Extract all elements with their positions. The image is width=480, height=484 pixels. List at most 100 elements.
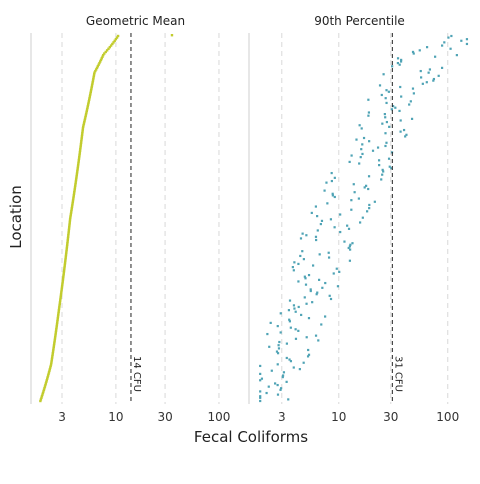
data-point <box>45 379 48 382</box>
data-point <box>80 133 84 137</box>
data-point <box>75 173 79 176</box>
data-point <box>63 265 66 269</box>
data-point <box>68 226 71 229</box>
data-point <box>305 336 308 339</box>
data-point <box>54 332 57 336</box>
data-point <box>58 304 61 307</box>
data-point <box>385 89 388 92</box>
data-point <box>56 315 60 318</box>
data-point <box>449 47 452 50</box>
data-point <box>285 356 288 360</box>
data-point <box>408 103 411 106</box>
data-point <box>53 340 56 344</box>
data-point <box>64 254 68 258</box>
data-point <box>311 301 314 304</box>
data-point <box>309 288 312 291</box>
data-point <box>91 79 95 82</box>
data-point <box>63 267 66 270</box>
x-tick-label: 30 <box>383 410 398 424</box>
data-point <box>77 160 80 164</box>
data-point <box>323 189 326 192</box>
data-point <box>329 218 333 221</box>
data-point <box>73 191 76 194</box>
data-point <box>76 168 79 172</box>
data-point <box>98 61 101 65</box>
data-point <box>48 367 52 371</box>
data-point <box>78 151 82 154</box>
data-point <box>343 240 346 243</box>
data-point <box>66 235 70 239</box>
data-point <box>437 74 440 77</box>
data-point <box>428 68 432 71</box>
data-point <box>324 315 327 318</box>
data-point <box>269 321 272 324</box>
data-point <box>353 191 356 194</box>
data-point <box>45 380 48 384</box>
data-point <box>259 364 262 368</box>
data-point <box>285 342 288 345</box>
data-point <box>70 205 74 208</box>
data-point <box>360 127 363 130</box>
data-point <box>294 310 297 313</box>
data-point <box>68 221 71 224</box>
data-point <box>306 355 310 358</box>
data-point <box>425 46 429 49</box>
panel-90th-percentile: 3 10 30 100 90th Percentile 31 CFU <box>248 14 469 424</box>
data-point <box>82 122 86 125</box>
data-point <box>68 222 71 226</box>
data-point <box>339 230 342 234</box>
data-point <box>109 44 113 47</box>
data-point <box>361 216 364 219</box>
data-point <box>72 197 75 200</box>
data-point <box>350 199 353 202</box>
data-point <box>421 82 424 85</box>
data-point <box>279 331 282 334</box>
data-point <box>367 98 370 101</box>
data-point <box>268 345 271 348</box>
data-point <box>75 171 79 175</box>
data-point <box>333 176 336 179</box>
data-point <box>465 42 469 46</box>
data-point <box>60 289 63 293</box>
data-point <box>359 156 362 159</box>
data-point <box>265 391 268 395</box>
data-point <box>303 296 306 299</box>
data-point <box>294 337 298 340</box>
data-point <box>39 399 42 403</box>
data-point <box>97 63 100 66</box>
data-point <box>377 159 381 162</box>
data-point <box>305 302 308 305</box>
data-point <box>81 130 84 133</box>
data-point <box>83 117 87 121</box>
data-point <box>390 167 393 170</box>
data-point <box>88 95 92 98</box>
data-point <box>434 55 437 58</box>
data-point <box>55 326 58 329</box>
data-point <box>450 34 453 38</box>
data-point <box>70 208 73 211</box>
data-point <box>316 291 319 294</box>
data-point <box>441 44 444 47</box>
data-point <box>279 387 283 390</box>
data-point <box>51 353 54 356</box>
data-point <box>55 323 59 326</box>
data-point <box>96 65 100 68</box>
data-point <box>314 205 318 208</box>
data-point <box>276 352 280 355</box>
data-point <box>317 278 321 281</box>
data-point <box>288 320 291 323</box>
data-point <box>81 132 84 135</box>
data-point <box>87 98 91 101</box>
data-point <box>278 340 281 344</box>
data-point <box>83 120 86 124</box>
data-point <box>50 361 53 364</box>
data-point <box>388 165 391 168</box>
data-point <box>81 125 85 129</box>
data-point <box>51 351 55 355</box>
data-point <box>46 377 49 380</box>
data-point <box>328 294 331 297</box>
data-point <box>74 184 77 188</box>
data-point <box>412 52 415 55</box>
data-point <box>335 267 338 270</box>
data-point <box>57 312 60 315</box>
